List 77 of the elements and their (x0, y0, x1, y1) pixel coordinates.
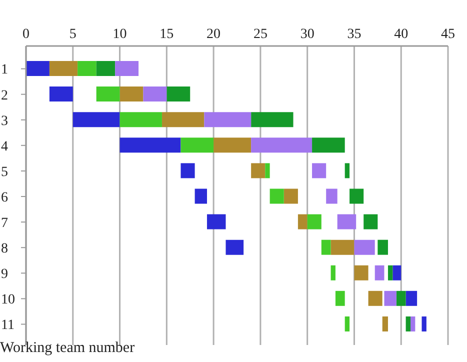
bar (206, 214, 226, 230)
bar (251, 112, 294, 128)
bar (120, 112, 162, 128)
x-tick-label: 35 (347, 27, 362, 42)
bar (194, 188, 207, 204)
bar (120, 86, 144, 102)
y-axis-title: Working team number (0, 340, 135, 357)
x-tick-label: 15 (160, 27, 174, 42)
bar (214, 138, 252, 153)
bar (298, 214, 308, 230)
bar (312, 163, 326, 178)
bar (162, 112, 204, 128)
bar (354, 265, 368, 280)
y-tick-label: 1 (1, 62, 8, 78)
bar (26, 61, 50, 76)
bar (321, 240, 331, 255)
y-tick-label: 10 (1, 292, 15, 308)
bar (330, 240, 354, 255)
y-tick-label: 5 (1, 164, 8, 180)
bar (382, 316, 388, 332)
bar (307, 214, 322, 230)
y-tick-label: 9 (1, 267, 8, 282)
bar (166, 86, 190, 102)
bar (180, 138, 214, 153)
bar (410, 316, 416, 332)
bar (388, 265, 393, 280)
y-tick-label: 8 (1, 242, 8, 257)
y-tick-label: 4 (1, 139, 8, 154)
bar (326, 188, 338, 204)
bar (265, 163, 270, 178)
bar (364, 214, 378, 230)
bar (180, 163, 195, 178)
bar (72, 112, 120, 128)
bar (96, 86, 120, 102)
bar (251, 163, 266, 178)
bar (143, 86, 167, 102)
bar (374, 265, 384, 280)
bar (335, 290, 345, 306)
bar (392, 265, 402, 280)
y-tick-label: 6 (1, 190, 8, 206)
bar (354, 240, 375, 255)
bar (251, 138, 312, 153)
bar (337, 214, 356, 230)
x-tick-label: 40 (394, 27, 408, 42)
bar (204, 112, 252, 128)
bar (49, 86, 73, 102)
y-tick-label: 3 (1, 114, 8, 129)
y-tick-label: 2 (1, 88, 8, 104)
y-tick-label: 7 (1, 216, 8, 232)
bar (406, 290, 418, 306)
bar (284, 188, 298, 204)
bar (330, 265, 336, 280)
bar (270, 188, 284, 204)
bar (344, 163, 350, 178)
bar (49, 61, 78, 76)
y-tick-label: 11 (1, 318, 14, 334)
bar (78, 61, 96, 76)
bar (226, 240, 244, 255)
bar (384, 290, 396, 306)
bar (406, 316, 410, 332)
bar (115, 61, 139, 76)
bar (396, 290, 406, 306)
x-tick-label: 20 (206, 27, 221, 42)
bar (350, 188, 364, 204)
x-tick-label: 25 (253, 27, 268, 42)
x-tick-label: 0 (22, 27, 30, 42)
bar (378, 240, 388, 255)
bar (120, 138, 181, 153)
x-tick-label: 5 (69, 27, 76, 42)
bar (312, 138, 345, 153)
x-tick-label: 45 (441, 27, 455, 42)
bar (96, 61, 116, 76)
bar (422, 316, 426, 332)
x-tick-label: 10 (112, 27, 127, 42)
bar (368, 290, 382, 306)
bar (344, 316, 350, 332)
x-tick-label: 30 (300, 27, 314, 42)
